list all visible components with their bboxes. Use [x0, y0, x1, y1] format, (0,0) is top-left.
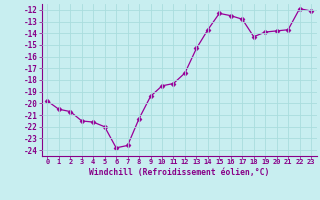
X-axis label: Windchill (Refroidissement éolien,°C): Windchill (Refroidissement éolien,°C)	[89, 168, 269, 177]
